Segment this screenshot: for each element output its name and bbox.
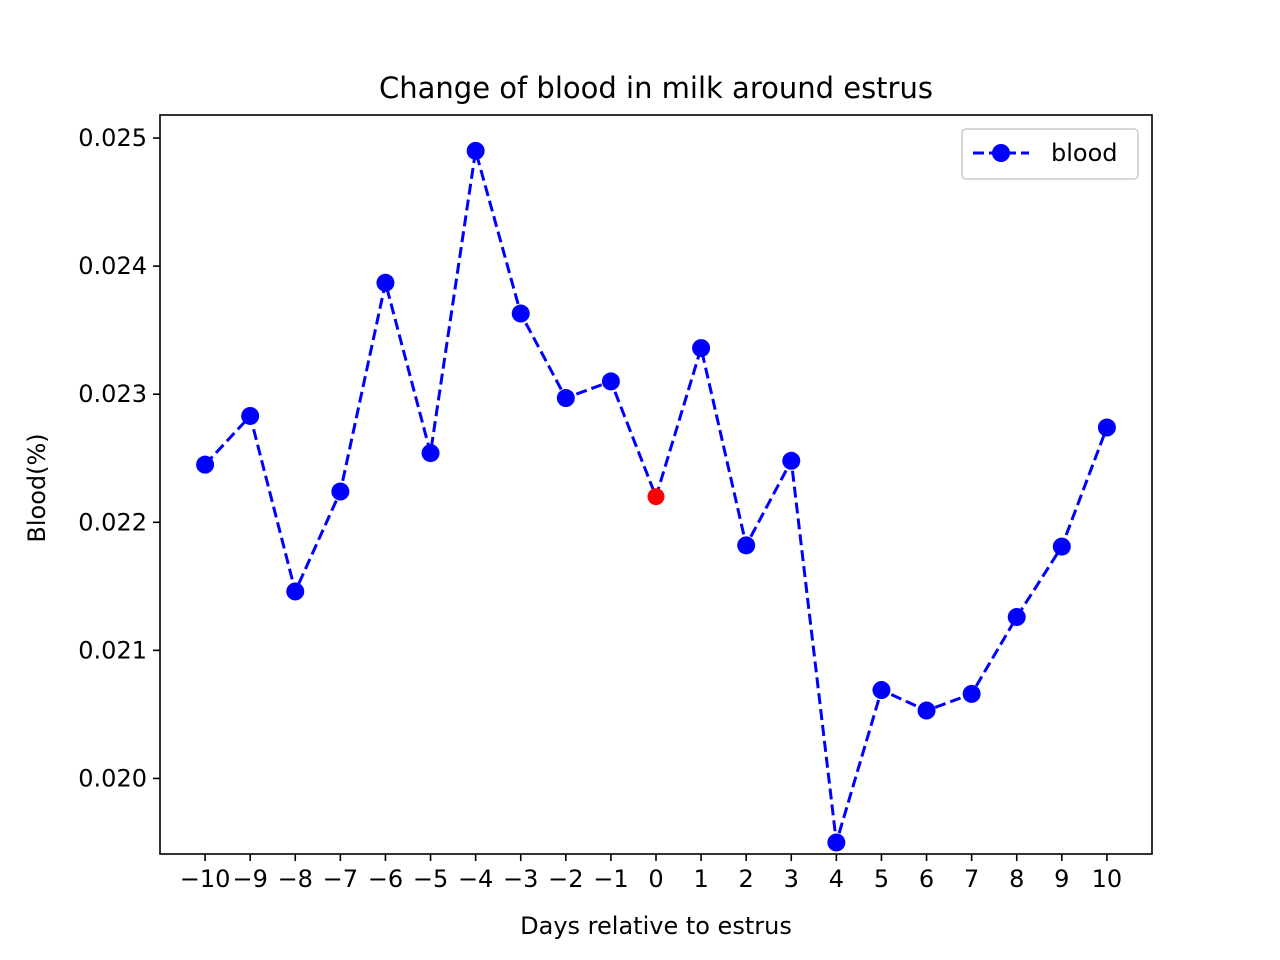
series-layer <box>196 141 1116 852</box>
x-tick-label: −8 <box>278 865 313 893</box>
x-tick-label: 6 <box>919 865 934 893</box>
data-point <box>1052 537 1071 556</box>
x-tick-label: −6 <box>368 865 403 893</box>
x-tick-label: −3 <box>503 865 538 893</box>
data-point <box>466 141 485 160</box>
legend-marker <box>992 144 1010 162</box>
data-point <box>241 406 260 425</box>
data-point <box>692 339 711 358</box>
data-point <box>872 681 891 700</box>
data-point <box>1007 608 1026 627</box>
data-point <box>737 536 756 555</box>
chart-title: Change of blood in milk around estrus <box>379 71 933 105</box>
x-tick-label: 10 <box>1092 865 1123 893</box>
data-point <box>782 451 801 470</box>
x-tick-label: 3 <box>784 865 799 893</box>
x-tick-label: −5 <box>413 865 448 893</box>
x-tick-label: 8 <box>1009 865 1024 893</box>
x-tick-label: −2 <box>548 865 583 893</box>
y-tick-label: 0.021 <box>78 636 147 664</box>
data-point <box>331 482 350 501</box>
data-point <box>196 455 215 474</box>
x-tick-label: 4 <box>829 865 844 893</box>
y-axis-ticks: 0.020 0.021 0.022 0.023 0.024 0.025 <box>78 124 160 792</box>
y-tick-label: 0.022 <box>78 508 147 536</box>
x-tick-label: 7 <box>964 865 979 893</box>
x-axis-ticks: −10 −9 −8 −7 −6 −5 −4 −3 −2 −1 0 1 2 3 4 5 6 7 8 9 10 <box>180 854 1122 893</box>
x-tick-label: −10 <box>180 865 231 893</box>
x-axis-label: Days relative to estrus <box>520 912 792 940</box>
data-point <box>376 273 395 292</box>
x-tick-label: 5 <box>874 865 889 893</box>
x-tick-label: −1 <box>593 865 628 893</box>
x-tick-label: −9 <box>232 865 267 893</box>
x-tick-label: −7 <box>323 865 358 893</box>
data-point <box>601 372 620 391</box>
data-point <box>827 833 846 852</box>
y-tick-label: 0.024 <box>78 252 147 280</box>
x-tick-label: 9 <box>1054 865 1069 893</box>
data-point <box>917 701 936 720</box>
x-tick-label: 2 <box>739 865 754 893</box>
legend-box <box>961 128 1139 180</box>
data-point <box>962 684 981 703</box>
data-point <box>421 444 440 463</box>
y-tick-label: 0.025 <box>78 124 147 152</box>
legend: blood <box>961 128 1139 180</box>
legend-label: blood <box>1051 139 1118 167</box>
x-tick-label: 1 <box>693 865 708 893</box>
y-tick-label: 0.020 <box>78 764 147 792</box>
highlight-point <box>647 488 665 506</box>
x-tick-label: 0 <box>648 865 663 893</box>
data-point <box>556 389 575 408</box>
data-point <box>511 304 530 323</box>
data-point <box>1097 418 1116 437</box>
y-axis-label: Blood(%) <box>23 433 51 542</box>
data-point <box>286 582 305 601</box>
x-tick-label: −4 <box>458 865 493 893</box>
y-tick-label: 0.023 <box>78 380 147 408</box>
